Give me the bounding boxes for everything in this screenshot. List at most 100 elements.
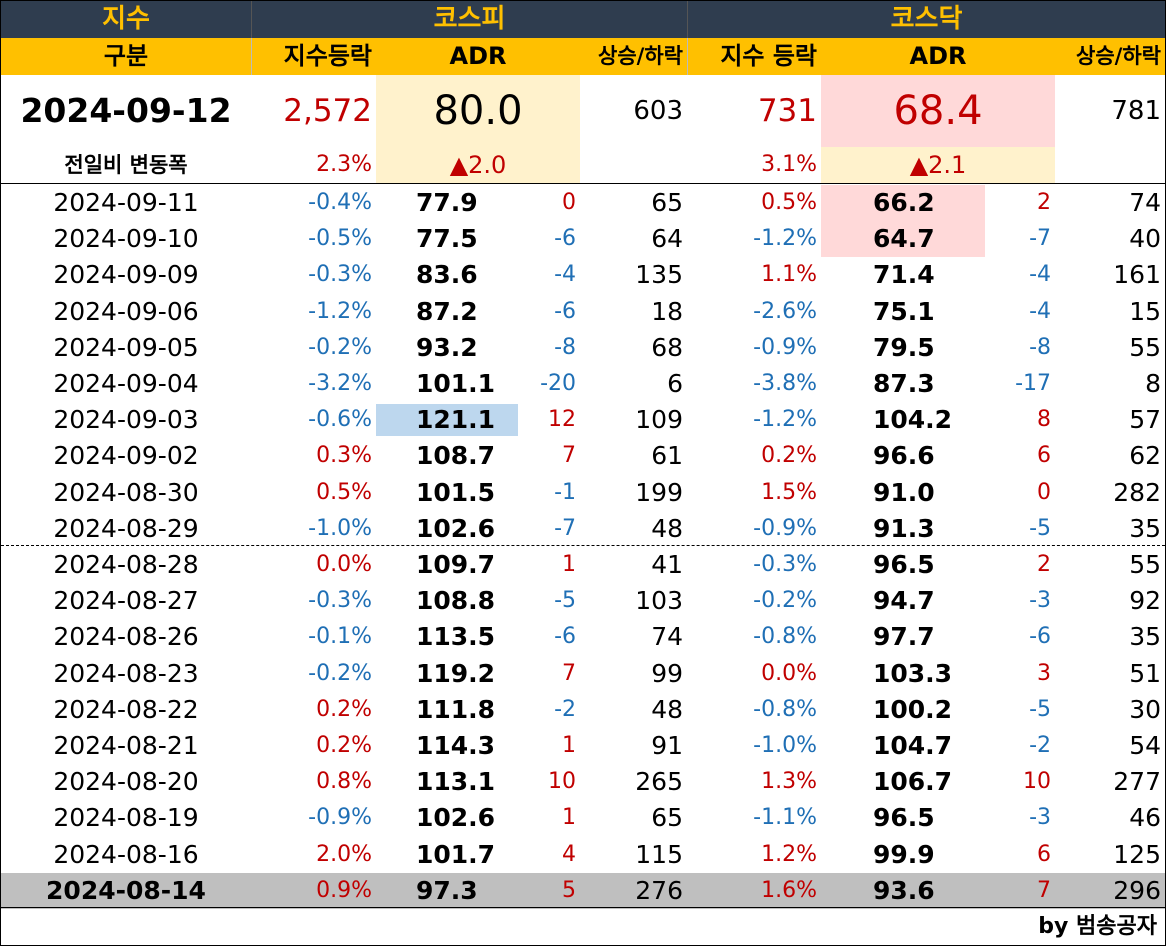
change-label: 전일비 변동폭 bbox=[64, 153, 188, 177]
divider-latest bbox=[1, 183, 1165, 184]
latest-kospi-updown: 603 bbox=[633, 96, 683, 126]
row-kosdaq-adr-change: -3 bbox=[1029, 805, 1051, 831]
subheader-kosdaq-updown: 상승/하락 bbox=[1055, 38, 1165, 75]
latest-kospi-adr: 80.0 bbox=[376, 75, 580, 147]
row-date: 2024-08-19 bbox=[53, 803, 199, 833]
row-kosdaq-adr-change: 3 bbox=[1037, 660, 1051, 686]
row-date: 2024-09-11 bbox=[53, 188, 199, 217]
row-kosdaq-pct: 1.5% bbox=[761, 479, 817, 505]
row-kospi-adr: 113.5 bbox=[416, 622, 496, 652]
row-date: 2024-09-06 bbox=[53, 296, 199, 326]
header-kosdaq: 코스닥 bbox=[687, 1, 1165, 38]
row-kosdaq-updown: 125 bbox=[1113, 839, 1161, 869]
row-kosdaq-adr: 91.3 bbox=[873, 513, 935, 543]
highlight-kosdaq-adr bbox=[821, 221, 985, 258]
row-kospi-updown: 48 bbox=[651, 694, 683, 724]
subheader-kospi-updown: 상승/하락 bbox=[580, 38, 687, 75]
row-kospi-adr: 119.2 bbox=[416, 658, 496, 688]
row-kosdaq-updown: 55 bbox=[1129, 550, 1161, 579]
row-kospi-adr: 101.5 bbox=[416, 477, 496, 507]
row-kosdaq-pct: 0.2% bbox=[761, 443, 817, 469]
row-kosdaq-updown: 161 bbox=[1113, 260, 1161, 290]
row-kosdaq-adr-change: -17 bbox=[1015, 371, 1051, 396]
row-kosdaq-updown: 30 bbox=[1129, 694, 1161, 724]
row-kospi-adr: 121.1 bbox=[416, 405, 496, 435]
row-kosdaq-updown: 55 bbox=[1129, 332, 1161, 362]
row-kospi-adr: 108.8 bbox=[416, 586, 496, 616]
row-kosdaq-pct: -1.2% bbox=[753, 226, 817, 252]
row-date: 2024-09-09 bbox=[53, 260, 199, 290]
row-kospi-adr-change: 7 bbox=[562, 660, 576, 686]
row-kosdaq-adr: 64.7 bbox=[873, 224, 935, 254]
row-date: 2024-08-23 bbox=[53, 658, 199, 688]
row-kospi-adr-change: -20 bbox=[540, 371, 576, 396]
row-kosdaq-adr: 66.2 bbox=[873, 188, 935, 217]
row-kosdaq-updown: 15 bbox=[1129, 296, 1161, 326]
row-kosdaq-updown: 35 bbox=[1129, 622, 1161, 652]
row-kospi-adr: 97.3 bbox=[416, 875, 478, 905]
row-kosdaq-adr: 97.7 bbox=[873, 622, 935, 652]
row-kospi-adr: 108.7 bbox=[416, 441, 496, 471]
row-kosdaq-updown: 51 bbox=[1129, 658, 1161, 688]
row-kospi-pct: -0.2% bbox=[308, 334, 372, 360]
latest-date: 2024-09-12 bbox=[20, 91, 232, 130]
row-kosdaq-adr: 104.7 bbox=[873, 731, 953, 760]
row-date: 2024-08-27 bbox=[53, 586, 199, 616]
row-kospi-pct: -0.1% bbox=[308, 624, 372, 650]
row-kospi-adr: 77.9 bbox=[416, 188, 478, 217]
row-kospi-pct: -0.9% bbox=[308, 805, 372, 831]
row-kospi-adr: 83.6 bbox=[416, 260, 478, 290]
row-kospi-updown: 65 bbox=[651, 188, 683, 217]
row-kosdaq-adr: 96.5 bbox=[873, 550, 935, 579]
latest-kosdaq-index: 731 bbox=[757, 93, 817, 129]
row-kosdaq-adr: 106.7 bbox=[873, 767, 953, 797]
row-kospi-pct: 0.9% bbox=[316, 877, 372, 903]
row-kospi-pct: 0.2% bbox=[316, 733, 372, 758]
row-kosdaq-pct: -2.6% bbox=[753, 298, 817, 324]
row-kospi-adr: 111.8 bbox=[416, 694, 496, 724]
row-kospi-adr-change: 12 bbox=[548, 407, 576, 433]
row-kosdaq-pct: -1.1% bbox=[753, 805, 817, 831]
row-kosdaq-adr-change: 2 bbox=[1037, 190, 1051, 215]
highlight-kosdaq-adr bbox=[821, 185, 985, 222]
row-kosdaq-adr-change: -4 bbox=[1029, 298, 1051, 324]
row-kosdaq-updown: 54 bbox=[1129, 731, 1161, 760]
row-kosdaq-adr-change: 10 bbox=[1023, 769, 1051, 795]
row-kosdaq-updown: 74 bbox=[1129, 188, 1161, 217]
row-kospi-adr-change: -8 bbox=[554, 334, 576, 360]
row-kospi-adr-change: 1 bbox=[562, 552, 576, 577]
row-kospi-adr: 93.2 bbox=[416, 332, 478, 362]
row-kosdaq-pct: -0.3% bbox=[753, 552, 817, 577]
row-kosdaq-updown: 62 bbox=[1129, 441, 1161, 471]
table-row bbox=[1, 872, 1165, 909]
row-kosdaq-pct: -0.8% bbox=[753, 696, 817, 722]
row-kospi-adr: 113.1 bbox=[416, 767, 496, 797]
row-date: 2024-08-30 bbox=[53, 477, 199, 507]
row-kosdaq-updown: 46 bbox=[1129, 803, 1161, 833]
row-kospi-adr-change: 10 bbox=[548, 769, 576, 795]
row-kosdaq-pct: 1.6% bbox=[761, 877, 817, 903]
row-kosdaq-adr-change: 6 bbox=[1037, 841, 1051, 867]
row-kosdaq-pct: 0.5% bbox=[761, 190, 817, 215]
row-kosdaq-adr: 99.9 bbox=[873, 839, 935, 869]
row-kosdaq-pct: -0.9% bbox=[753, 515, 817, 541]
subheader-kosdaq-change: 지수 등락 bbox=[687, 38, 821, 75]
row-kospi-adr-change: -6 bbox=[554, 226, 576, 252]
row-date: 2024-09-03 bbox=[53, 405, 199, 435]
row-kosdaq-pct: -0.2% bbox=[753, 588, 817, 614]
row-date: 2024-09-05 bbox=[53, 332, 199, 362]
row-kospi-adr-change: -7 bbox=[554, 515, 576, 541]
row-kosdaq-pct: 1.1% bbox=[761, 262, 817, 288]
row-kospi-pct: 0.5% bbox=[316, 479, 372, 505]
row-kospi-adr-change: 7 bbox=[562, 443, 576, 469]
row-kosdaq-updown: 296 bbox=[1113, 875, 1161, 905]
row-kospi-pct: -0.4% bbox=[308, 190, 372, 215]
row-kosdaq-pct: -1.0% bbox=[753, 733, 817, 758]
row-kospi-adr: 101.7 bbox=[416, 839, 496, 869]
row-kospi-adr: 101.1 bbox=[416, 369, 496, 398]
row-kospi-adr-change: 1 bbox=[562, 805, 576, 831]
row-kosdaq-adr-change: -3 bbox=[1029, 588, 1051, 614]
row-kosdaq-adr-change: 8 bbox=[1037, 407, 1051, 433]
row-kosdaq-updown: 57 bbox=[1129, 405, 1161, 435]
